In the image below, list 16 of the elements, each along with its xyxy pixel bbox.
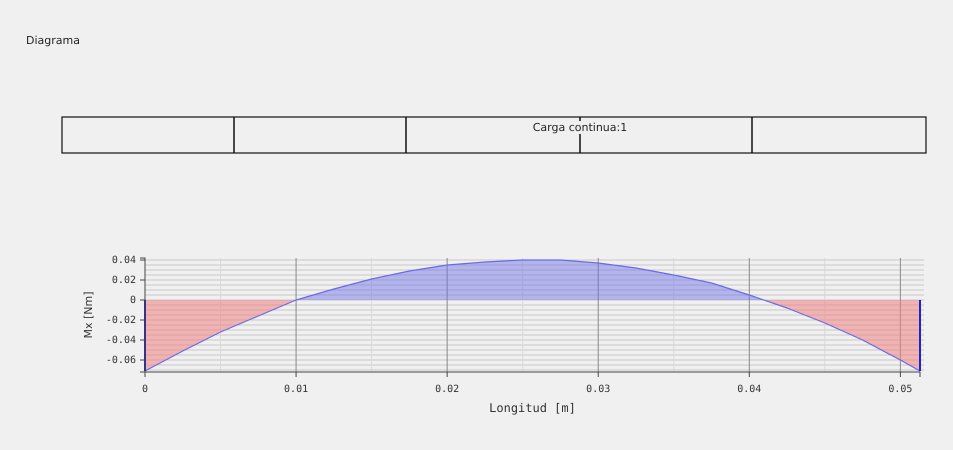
x-tick-label: 0.05 [888, 384, 912, 396]
text: Carga continua:1 [532, 121, 628, 134]
text: Diagrama [26, 34, 80, 47]
x-tick-label: 0 [142, 384, 148, 396]
y-axis-title: Mx [Nm] [82, 291, 95, 339]
x-axis-title: Longitud [m] [489, 401, 576, 415]
y-tick-label: -0.02 [106, 315, 136, 326]
x-tick-label: 0.03 [586, 384, 610, 396]
x-tick-label: 0.01 [284, 384, 308, 396]
y-tick-label: -0.06 [106, 355, 136, 366]
x-tick-label: 0.02 [435, 384, 460, 396]
y-tick-label: 0.02 [112, 275, 136, 286]
y-tick-label: 0.04 [112, 255, 136, 266]
y-tick-label: -0.04 [106, 335, 136, 346]
x-tick-label: 0.04 [737, 384, 762, 396]
y-tick-label: 0 [130, 295, 136, 306]
